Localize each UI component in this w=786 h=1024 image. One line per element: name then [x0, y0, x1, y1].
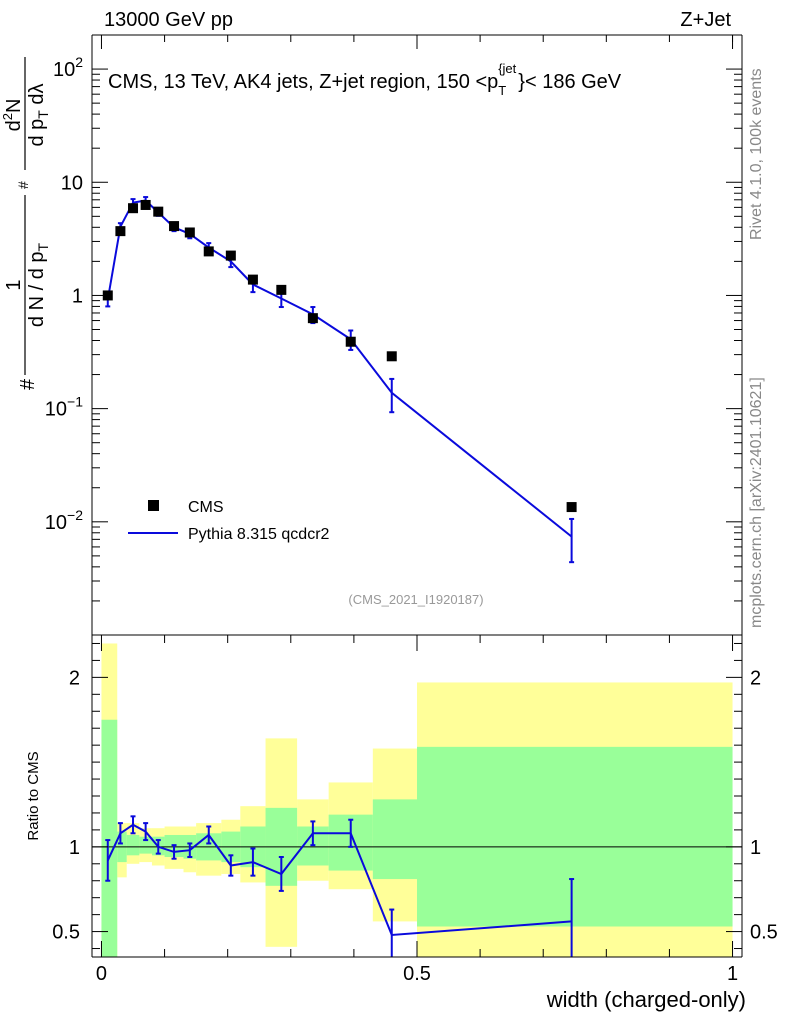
ratio-plot: 0.5 0.5 1 1 2 2 0 0.5 1 Ratio to CMS width (char… [25, 634, 778, 1012]
ratio-y-label: Ratio to CMS [25, 751, 42, 840]
legend: CMS Pythia 8.315 qcdcr2 [128, 499, 330, 543]
main-y-tick-label: 102 [53, 54, 83, 81]
ratio-y-tick-label-right: 2 [750, 667, 761, 689]
rivet-label: Rivet 4.1.0, 100k events [748, 68, 765, 240]
svg-text:d N / d pT: d N / d pT [26, 242, 51, 327]
uncertainty-band-inner [139, 836, 152, 854]
cms-data-point [247, 274, 258, 285]
legend-cms-label: CMS [188, 499, 224, 516]
x-axis-label: width (charged-only) [546, 987, 746, 1012]
ratio-y-tick-label: 0.5 [52, 922, 80, 944]
cms-data-point [225, 250, 236, 261]
mcplots-label: mcplots.cern.ch [arXiv:2401.10621] [748, 377, 765, 628]
main-y-tick-label: 10−1 [45, 394, 83, 421]
svg-text:1: 1 [3, 279, 25, 290]
cms-data-point [140, 199, 151, 210]
cms-data-point [102, 290, 113, 301]
x-tick-label: 0 [96, 963, 107, 985]
pythia-line [106, 199, 573, 538]
y-axis-label: 1 d N / d pT # # d2N d pT dλ [0, 57, 51, 390]
svg-text:d2N: d2N [0, 99, 25, 132]
main-plot: 10−2 10−1 1 10 102 CMS, 13 TeV, AK4 jets, Z+… [0, 34, 743, 636]
legend-cms-marker [148, 500, 159, 511]
header-process: Z+Jet [680, 9, 731, 31]
cms-data-point [128, 203, 139, 214]
ratio-y-tick-label-right: 1 [750, 837, 761, 859]
svg-text:d pT dλ: d pT dλ [26, 83, 51, 146]
x-tick-label: 0.5 [403, 963, 431, 985]
uncertainty-band-inner [372, 799, 417, 880]
cms-data-point [307, 313, 318, 324]
analysis-id: (CMS_2021_I1920187) [348, 592, 483, 607]
ratio-y-tick-label-right: 0.5 [750, 922, 778, 944]
legend-pythia-label: Pythia 8.315 qcdcr2 [188, 526, 330, 543]
cms-data-point [203, 246, 214, 257]
cms-data-point [115, 226, 126, 237]
ratio-y-tick-label: 2 [69, 667, 80, 689]
main-y-tick-label: 10 [61, 172, 83, 194]
x-tick-label: 1 [727, 963, 738, 985]
ratio-y-tick-label: 1 [69, 837, 80, 859]
uncertainty-band-inner [101, 719, 118, 957]
svg-text:#: # [15, 181, 31, 189]
main-y-tick-label: 10−2 [45, 507, 83, 534]
cms-data-point [345, 336, 356, 347]
cms-data-point [566, 502, 577, 513]
plot-title: CMS, 13 TeV, AK4 jets, Z+jet region, 150… [108, 61, 622, 98]
cms-data-point [169, 221, 180, 232]
cms-data-point [184, 227, 195, 238]
cms-data-point [386, 351, 397, 362]
main-y-tick-label: 1 [72, 285, 83, 307]
uncertainty-band-inner [126, 834, 140, 856]
cms-data-point [276, 284, 287, 295]
cms-data-point [153, 206, 164, 217]
header-energy: 13000 GeV pp [104, 9, 233, 31]
uncertainty-band-inner [417, 746, 733, 927]
svg-text:#: # [17, 378, 39, 390]
